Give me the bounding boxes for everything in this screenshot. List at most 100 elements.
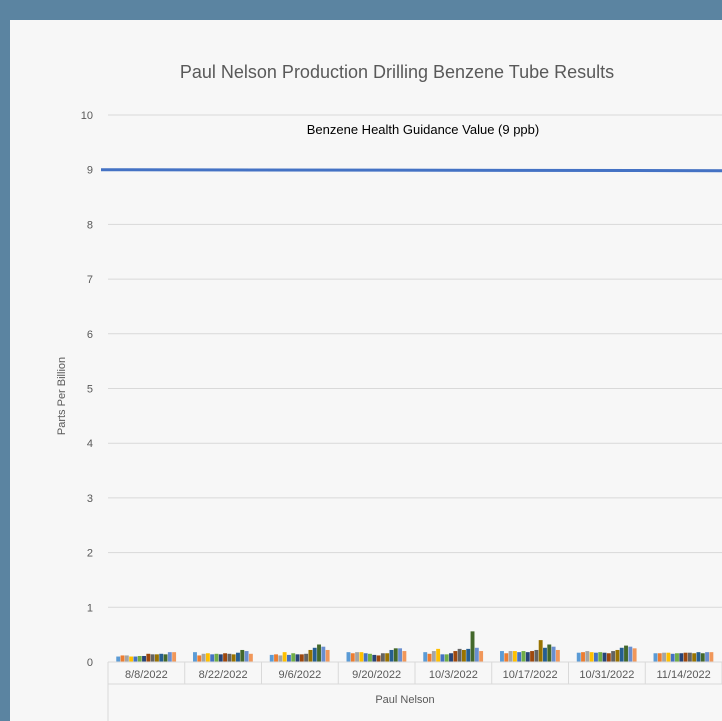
chart-svg: Paul Nelson Production Drilling Benzene … — [10, 20, 722, 721]
bar — [705, 652, 709, 662]
bar — [526, 652, 530, 662]
bar — [453, 651, 457, 662]
bar — [245, 651, 249, 662]
x-axis: 8/8/2022 8/22/2022 9/6/2022 9/20/2022 10/3/2… — [108, 662, 722, 721]
bar — [423, 652, 427, 662]
bar — [308, 650, 312, 662]
bar — [509, 651, 513, 662]
bar — [210, 654, 214, 662]
y-tick-labels: 0 1 2 3 4 5 6 7 8 9 10 — [81, 110, 93, 669]
y-tick-label: 1 — [87, 602, 93, 614]
bar — [146, 654, 150, 662]
bar — [270, 655, 274, 662]
bar — [351, 653, 355, 662]
bar — [615, 650, 619, 662]
bar — [159, 654, 163, 662]
bar — [697, 652, 701, 662]
bar — [398, 648, 402, 662]
bar — [458, 649, 462, 662]
reference-line — [101, 170, 722, 171]
bar — [611, 651, 615, 662]
bar — [603, 653, 607, 662]
bar — [581, 652, 585, 662]
bar — [317, 644, 321, 662]
bar — [594, 653, 598, 662]
reference-line-label: Benzene Health Guidance Value (9 ppb) — [307, 122, 539, 137]
bar — [466, 649, 470, 662]
y-tick-label: 5 — [87, 384, 93, 396]
bar — [121, 655, 125, 662]
x-tick-label: 10/31/2022 — [579, 669, 634, 681]
bar — [215, 654, 219, 662]
x-tick-label: 9/20/2022 — [352, 669, 401, 681]
bar — [675, 653, 679, 662]
bar — [364, 653, 368, 662]
bar — [552, 647, 556, 662]
bar — [164, 654, 168, 662]
bar — [671, 654, 675, 662]
bar — [701, 653, 705, 662]
bar — [504, 653, 508, 662]
bar — [381, 653, 385, 662]
bar — [500, 651, 504, 662]
bar — [585, 651, 589, 662]
y-axis-title: Parts Per Billion — [56, 357, 68, 435]
bar — [607, 653, 611, 662]
bar — [372, 655, 376, 662]
y-tick-label: 4 — [87, 438, 93, 450]
bar — [662, 653, 666, 662]
bar — [359, 652, 363, 662]
y-tick-label: 0 — [87, 657, 93, 669]
bar — [227, 654, 231, 662]
bar — [432, 651, 436, 662]
y-tick-label: 7 — [87, 274, 93, 286]
bar — [577, 653, 581, 662]
bar — [658, 653, 662, 662]
y-tick-label: 3 — [87, 493, 93, 505]
bar — [240, 650, 244, 662]
bar — [232, 654, 236, 662]
bar — [390, 650, 394, 662]
bar — [274, 654, 278, 662]
bar — [291, 653, 295, 662]
bar — [219, 654, 223, 662]
gridlines — [108, 115, 722, 662]
x-axis-title: Paul Nelson — [375, 694, 434, 706]
bar — [666, 653, 670, 662]
bar — [688, 653, 692, 662]
bar — [684, 653, 688, 662]
bar — [313, 648, 317, 662]
bar — [300, 654, 304, 662]
bar — [155, 654, 159, 662]
bar — [628, 647, 632, 662]
x-tick-label: 8/8/2022 — [125, 669, 168, 681]
bar — [394, 648, 398, 662]
reference-line-group — [101, 170, 722, 171]
bar — [172, 652, 176, 662]
bar — [522, 651, 526, 662]
bar — [129, 657, 133, 662]
y-tick-label: 6 — [87, 329, 93, 341]
x-tick-label: 10/17/2022 — [503, 669, 558, 681]
bar — [436, 649, 440, 662]
bar — [620, 648, 624, 662]
bar — [287, 655, 291, 662]
bar — [440, 654, 444, 662]
bar — [321, 647, 325, 662]
bar — [151, 654, 155, 662]
bar — [534, 650, 538, 662]
bar — [236, 653, 240, 662]
bar — [547, 644, 551, 662]
bar — [543, 648, 547, 662]
y-tick-label: 10 — [81, 110, 93, 122]
bar — [539, 640, 543, 662]
bar — [449, 653, 453, 662]
chart-area: Paul Nelson Production Drilling Benzene … — [10, 20, 722, 721]
y-tick-label: 2 — [87, 548, 93, 560]
bar — [428, 654, 432, 662]
x-tick-label: 11/14/2022 — [657, 669, 711, 681]
bar — [249, 654, 253, 662]
bar — [142, 656, 146, 662]
bar — [598, 652, 602, 662]
bar — [202, 654, 206, 662]
